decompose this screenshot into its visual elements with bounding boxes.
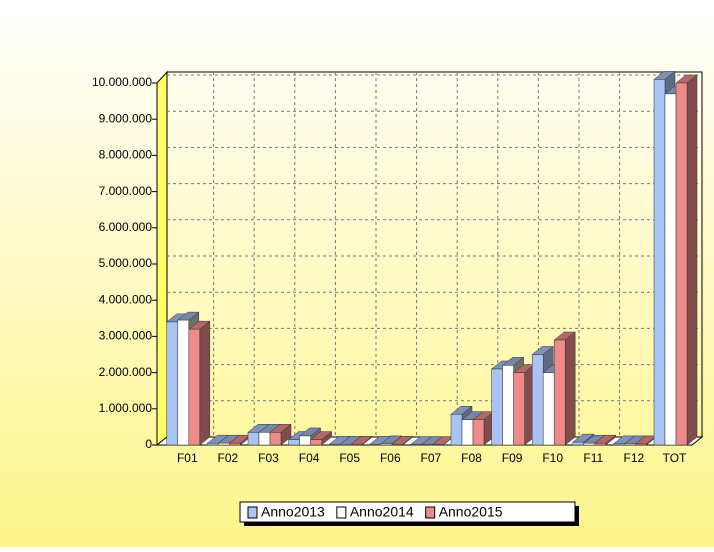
- bar: [451, 414, 462, 445]
- x-tick-label: F01: [177, 451, 198, 465]
- bar: [503, 365, 514, 445]
- bar: [329, 444, 340, 445]
- x-tick-label: F10: [542, 451, 563, 465]
- bar: [248, 432, 259, 445]
- y-tick-label: 5.000.000: [99, 256, 153, 270]
- bar: [573, 442, 584, 445]
- bar: [218, 443, 229, 445]
- bar: [676, 83, 687, 445]
- bar: [392, 444, 403, 445]
- bar: [462, 420, 473, 445]
- y-tick-label: 8.000.000: [99, 148, 153, 162]
- x-tick-label: F12: [624, 451, 645, 465]
- bar: [381, 444, 392, 445]
- bar: [613, 444, 624, 445]
- bar: [340, 444, 351, 445]
- y-tick-label: 7.000.000: [99, 184, 153, 198]
- bar: [543, 373, 554, 445]
- bar: [300, 436, 311, 445]
- bar: [270, 432, 281, 445]
- legend-swatch: [426, 507, 435, 518]
- bar: [167, 322, 178, 445]
- y-tick-label: 3.000.000: [99, 329, 153, 343]
- bar: [473, 420, 484, 445]
- bar: [351, 444, 362, 445]
- bar: [311, 440, 322, 445]
- x-tick-label: F04: [299, 451, 320, 465]
- x-tick-label: F08: [461, 451, 482, 465]
- bar: [259, 432, 270, 445]
- bar-side: [565, 332, 575, 445]
- bar-side: [687, 75, 697, 445]
- bar: [584, 443, 595, 445]
- bar: [635, 444, 646, 445]
- bar: [665, 94, 676, 445]
- x-tick-label: TOT: [663, 451, 687, 465]
- bar: [229, 443, 240, 445]
- y-tick-label: 10.000.000: [92, 75, 152, 89]
- bar: [370, 444, 381, 445]
- bar: [554, 340, 565, 445]
- bar: [289, 440, 300, 445]
- x-tick-label: F09: [502, 451, 523, 465]
- legend-swatch: [337, 507, 346, 518]
- legend-swatch: [248, 507, 257, 518]
- legend-label: Anno2014: [350, 504, 414, 520]
- bar: [654, 79, 665, 445]
- bar: [514, 373, 525, 445]
- y-tick-label: 6.000.000: [99, 220, 153, 234]
- y-tick-label: 0: [145, 437, 152, 451]
- bar: [178, 320, 189, 445]
- legend-label: Anno2013: [261, 504, 325, 520]
- y-tick-label: 1.000.000: [99, 401, 153, 415]
- bar: [492, 369, 503, 445]
- x-tick-label: F05: [339, 451, 360, 465]
- x-tick-label: F07: [421, 451, 442, 465]
- legend-label: Anno2015: [439, 504, 503, 520]
- x-tick-label: F11: [583, 451, 603, 465]
- bar: [595, 443, 606, 445]
- bar: [207, 443, 218, 445]
- bar: [624, 444, 635, 445]
- bar: [189, 329, 200, 445]
- x-tick-label: F02: [218, 451, 239, 465]
- y-tick-label: 2.000.000: [99, 365, 153, 379]
- y-tick-label: 9.000.000: [99, 111, 153, 125]
- x-tick-label: F06: [380, 451, 401, 465]
- y-tick-label: 4.000.000: [99, 292, 153, 306]
- bar-side: [200, 321, 210, 445]
- bar: [532, 355, 543, 446]
- left-wall: [157, 72, 167, 445]
- x-tick-label: F03: [258, 451, 279, 465]
